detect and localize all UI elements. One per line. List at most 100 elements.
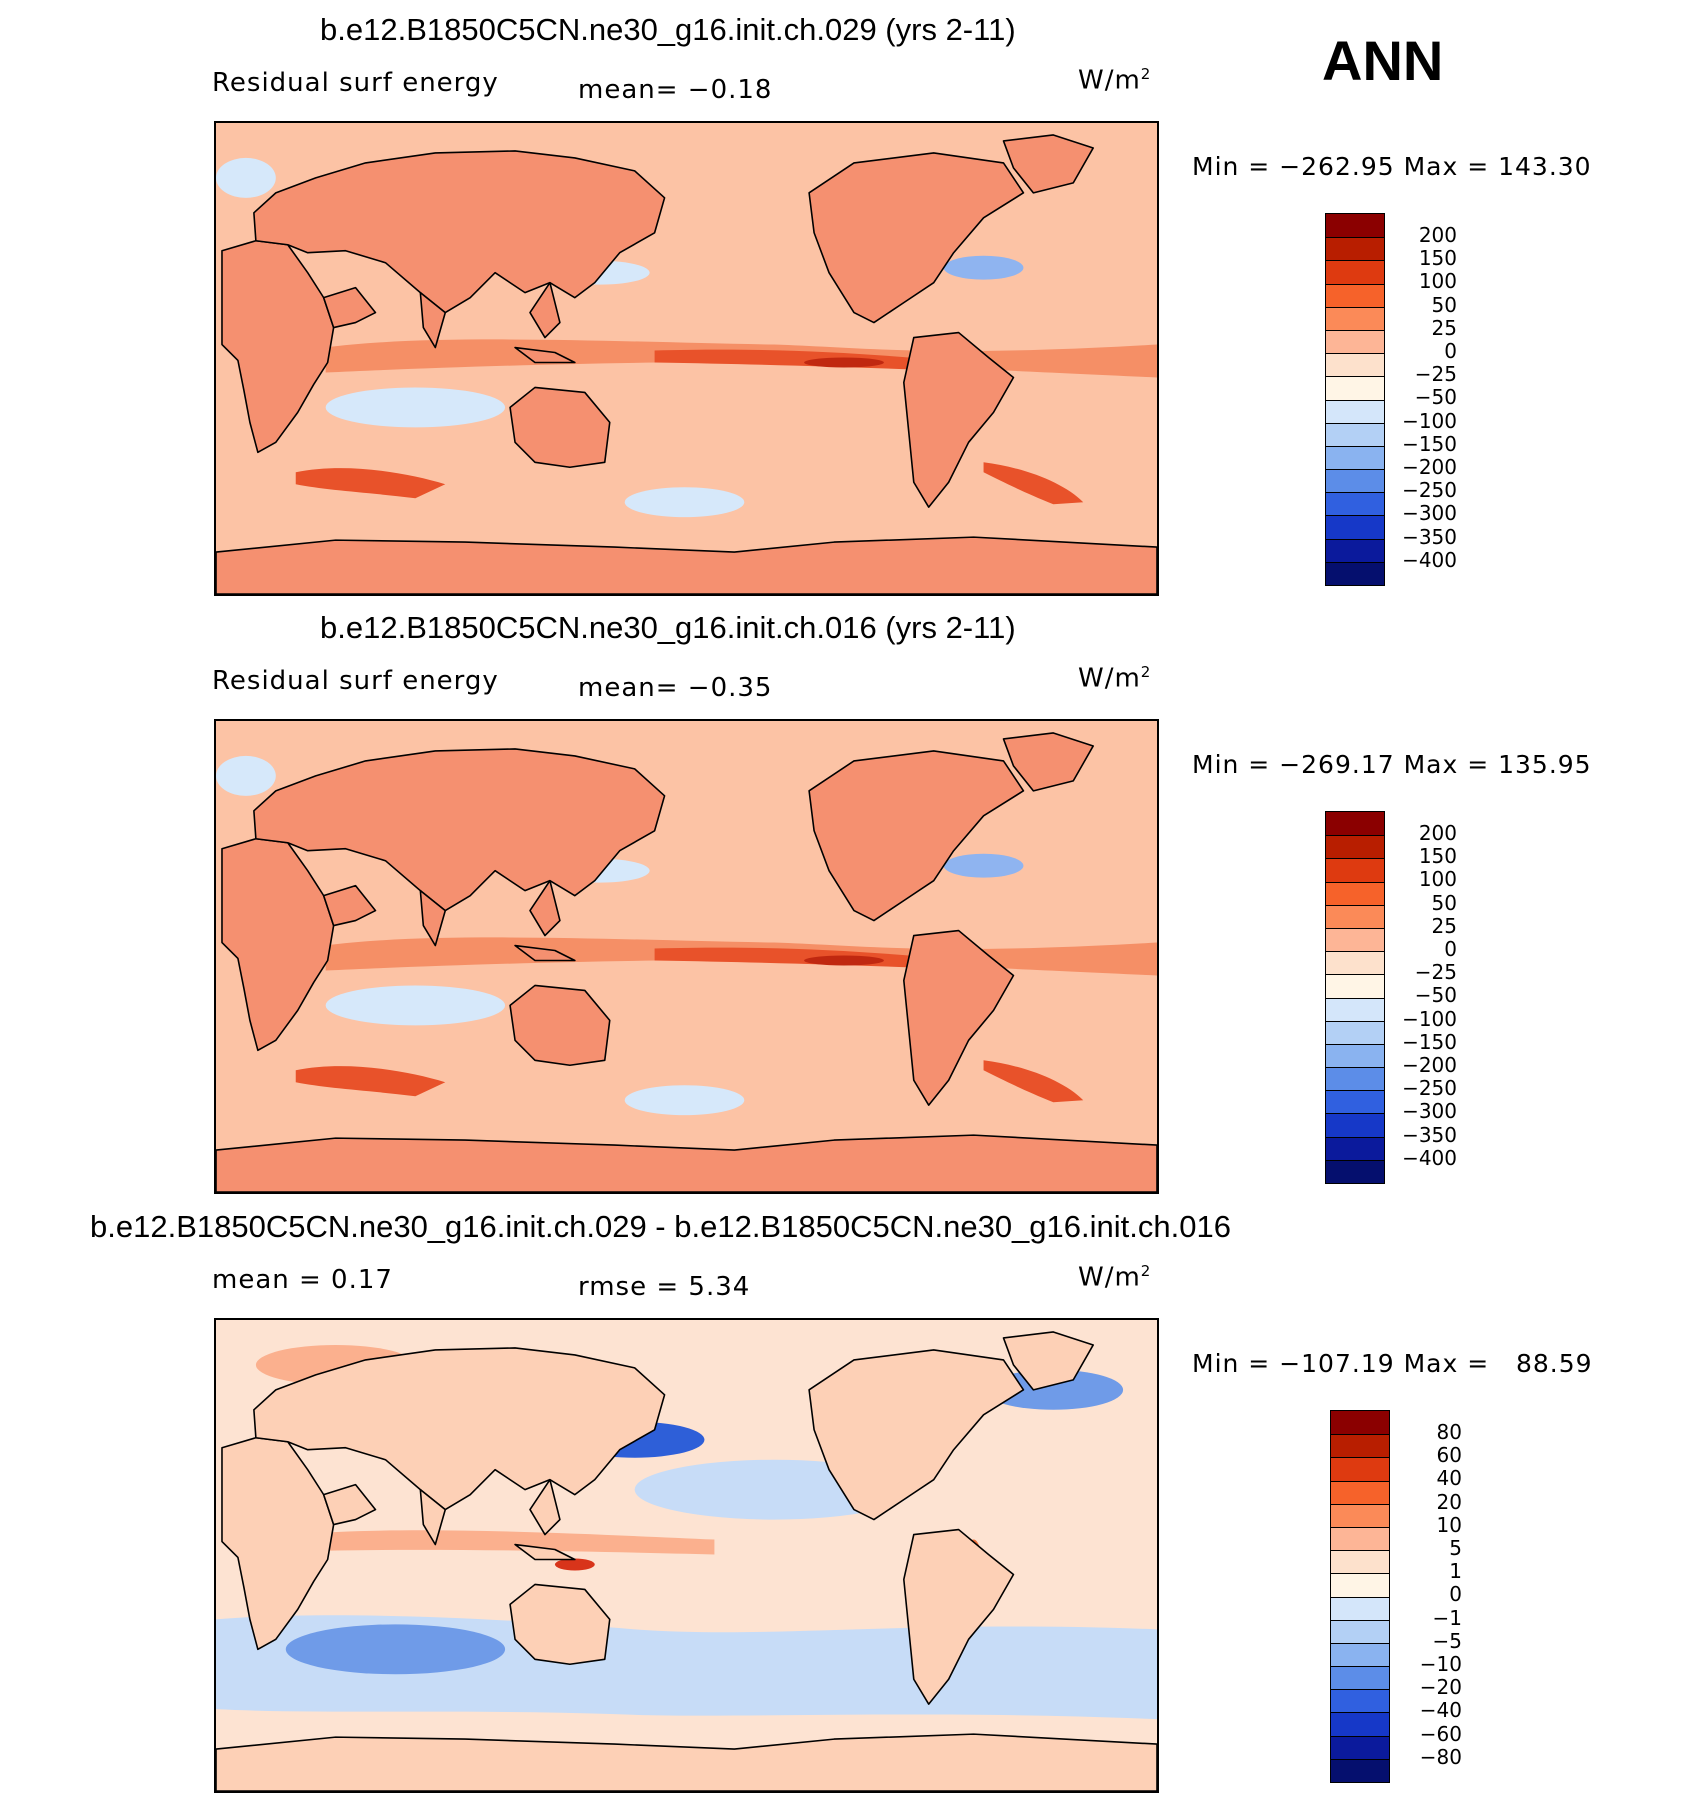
units-label: W/m2 [1078,1262,1151,1293]
colorbar-swatch [1326,283,1384,307]
colorbar-tick-label: −50 [1414,983,1457,1008]
colorbar-tick-label: −400 [1402,1145,1457,1170]
coastline [509,386,611,469]
units-text: W/m [1078,663,1141,694]
panel-center-label: mean= −0.35 [578,673,773,703]
equatorial-max [804,357,884,368]
coastline [221,837,335,1052]
season-label: ANN [1322,29,1444,92]
colorbar-swatch [1326,561,1384,585]
colorbar-swatch [1326,422,1384,446]
colorbar-swatch [1331,1434,1389,1458]
coastline [509,984,611,1067]
colorbar-tick-label: 50 [1431,890,1457,915]
colorbar-swatch [1326,812,1384,836]
arctic-cool [216,157,276,198]
colorbar-swatch [1326,1090,1384,1114]
colorbar-tick-label: −200 [1402,1053,1457,1078]
colorbar-swatch [1326,329,1384,354]
colorbar-tick-label: −25 [1414,960,1457,985]
colorbar-tick-label: 100 [1418,269,1457,294]
colorbar-swatch [1331,1666,1389,1690]
coastline [253,1347,666,1511]
colorbar-tick-label: 10 [1436,1512,1462,1537]
colorbar-swatch [1331,1480,1389,1504]
colorbar-tick-label: 50 [1431,292,1457,317]
coastline [419,889,447,947]
colorbar-swatch [1326,835,1384,859]
colorbar-swatch [1326,951,1384,975]
gulf-stream-cool [943,255,1024,280]
colorbar-tick-label: −150 [1402,1029,1457,1054]
min-max-label: Min = −107.19 Max = 88.59 [1192,1349,1593,1378]
falklands-streak [983,462,1084,505]
coastline [514,346,576,364]
coastline [903,331,1015,508]
colorbar-swatch [1326,1020,1384,1044]
colorbar [1325,811,1385,1184]
indian-ocean-cool [325,985,506,1026]
units-superscript: 2 [1140,663,1152,681]
coastline [514,944,576,962]
colorbar-tick-label: 150 [1418,844,1457,869]
colorbar-tick-label: 80 [1436,1420,1462,1444]
colorbar-swatch [1326,445,1384,470]
coastline [221,239,335,454]
units-label: W/m2 [1078,65,1151,96]
coastline [216,536,1157,594]
colorbar-swatch [1326,214,1384,238]
coastline [529,879,561,937]
coastline [322,1483,377,1526]
colorbar-swatch [1326,260,1384,284]
colorbar-swatch [1326,1159,1384,1183]
panel-left-label: mean = 0.17 [212,1265,393,1295]
colorbar-labels: 200 150 100 50 25 0 −25 −50 −100 −150 −200 −250 −300… [1385,223,1457,572]
colorbar-tick-label: 0 [1444,339,1457,364]
colorbar-tick-label: 150 [1418,246,1457,271]
colorbar-tick-label: 5 [1449,1536,1462,1561]
colorbar-swatch [1331,1596,1389,1620]
coastline [419,1488,447,1546]
colorbar-swatch [1326,469,1384,493]
coastline [322,884,377,927]
coastline [253,748,666,912]
world-map [216,721,1157,1192]
colorbar-tick-label: 100 [1418,867,1457,892]
coastline [514,1543,576,1561]
colorbar-swatch [1326,1136,1384,1160]
coastline [216,1733,1157,1791]
min-max-label: Min = −269.17 Max = 135.95 [1192,750,1592,779]
coastline [903,1528,1015,1705]
units-label: W/m2 [1078,663,1151,694]
panel-title: b.e12.B1850C5CN.ne30_g16.init.ch.029 (yr… [320,12,1016,47]
arctic-cool [216,755,276,796]
southern-streak [295,468,446,499]
colorbar-tick-label: −400 [1402,547,1457,572]
colorbar-swatch [1326,858,1384,882]
colorbar-labels: 80 60 40 20 10 5 1 0 −1 −5 −10 −20 −40 −60 −80 [1390,1420,1462,1769]
units-text: W/m [1078,1262,1141,1293]
south-pacific-cool [624,1085,745,1116]
colorbar-swatch [1331,1411,1389,1435]
south-pacific-cool [624,487,745,518]
colorbar-tick-label: −350 [1402,1122,1457,1147]
colorbar-swatch [1331,1689,1389,1713]
gulf-stream-cool [943,853,1024,878]
colorbar-tick-label: −150 [1402,431,1457,456]
colorbar-swatch [1326,237,1384,261]
colorbar-swatch [1326,376,1384,400]
colorbar-swatch [1331,1642,1389,1667]
indian-ocean-cool [325,387,506,428]
colorbar-swatch [1331,1735,1389,1759]
panel-title: b.e12.B1850C5CN.ne30_g16.init.ch.029 - b… [90,1209,1231,1244]
colorbar-swatch [1331,1457,1389,1481]
colorbar-swatch [1326,515,1384,539]
coastline [808,1349,1025,1521]
colorbar-swatch [1326,306,1384,330]
colorbar-tick-label: 0 [1449,1582,1462,1607]
colorbar-tick-label: −1 [1432,1605,1462,1630]
world-map [216,123,1157,594]
coastline [529,1478,561,1536]
coastline [1002,1331,1095,1391]
colorbar-labels: 200 150 100 50 25 0 −25 −50 −100 −150 −200 −250 −300… [1385,821,1457,1170]
